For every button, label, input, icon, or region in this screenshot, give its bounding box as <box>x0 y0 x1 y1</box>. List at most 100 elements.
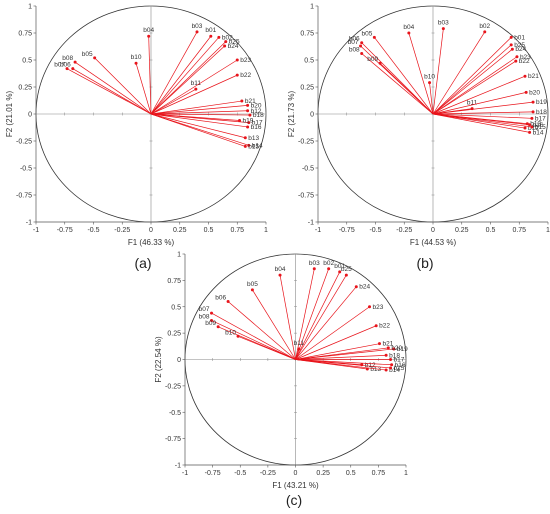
y-axis-title: F2 (21.01 %) <box>5 91 14 138</box>
loading-vector <box>150 41 226 115</box>
y-tick-label: -0.5 <box>302 166 314 173</box>
x-tick-label: -1 <box>33 227 39 234</box>
loading-vector <box>295 306 370 360</box>
loading-point <box>390 363 394 367</box>
loading-vector <box>295 325 377 360</box>
x-axis-title: F1 (44.53 %) <box>410 238 457 247</box>
loading-point <box>246 109 250 113</box>
loading-vector <box>295 359 391 369</box>
loading-point <box>250 288 254 292</box>
x-tick-label: 0 <box>149 227 153 234</box>
loading-label: b01 <box>334 263 345 270</box>
loading-label: b21 <box>528 73 539 80</box>
loading-label: b02 <box>479 23 490 30</box>
y-tick-label: 0.25 <box>300 85 314 92</box>
x-tick-label: -0.25 <box>396 227 412 234</box>
loading-point <box>389 366 393 370</box>
loading-label: b12 <box>528 125 539 132</box>
x-tick-label: 0.25 <box>455 227 469 234</box>
loading-point <box>240 99 244 103</box>
y-tick-label: -0.75 <box>16 193 32 200</box>
loading-label: b21 <box>382 341 393 348</box>
loading-label: b24 <box>515 46 526 53</box>
loading-label: b10 <box>424 74 435 81</box>
x-tick-label: -0.5 <box>87 227 99 234</box>
loading-point <box>384 353 388 357</box>
loading-point <box>392 347 396 351</box>
y-tick-label: -0.5 <box>20 166 32 173</box>
loading-point <box>147 34 151 38</box>
loading-label: b24 <box>228 43 239 50</box>
loading-label: b20 <box>251 102 262 109</box>
loading-point <box>528 130 532 134</box>
y-tick-label: -0.25 <box>298 139 314 146</box>
loading-label: b16 <box>251 124 262 131</box>
loading-vector <box>150 113 240 121</box>
loading-point <box>509 35 513 39</box>
y-tick-label: 0.75 <box>18 31 32 38</box>
loading-point <box>530 125 534 129</box>
loading-vector <box>150 113 246 147</box>
loading-vector <box>432 37 512 115</box>
loading-vector <box>66 68 152 115</box>
loading-label: b04 <box>403 24 414 31</box>
loading-vector <box>432 113 532 119</box>
loading-point <box>531 110 535 114</box>
loading-point <box>509 43 513 47</box>
loading-vector <box>432 56 518 115</box>
loading-label: b11 <box>294 340 305 347</box>
loading-vector <box>432 113 530 133</box>
loading-vector <box>295 354 387 360</box>
loading-label: b22 <box>519 58 530 65</box>
loading-label: b12 <box>365 362 376 369</box>
loading-vector <box>211 320 296 360</box>
loading-point <box>359 44 363 48</box>
loading-vector <box>432 111 534 115</box>
loading-point <box>238 118 242 122</box>
loading-point <box>235 58 239 62</box>
x-tick-label: 0.5 <box>346 470 356 477</box>
loading-vector <box>150 74 238 115</box>
loading-point <box>247 143 251 147</box>
loading-vector <box>211 312 296 360</box>
x-tick-label: 0.25 <box>316 470 330 477</box>
x-tick-label: -0.25 <box>260 470 276 477</box>
loading-label: b06 <box>60 62 71 69</box>
loading-point <box>514 59 518 63</box>
x-tick-label: 0.75 <box>512 227 526 234</box>
loading-label: b08 <box>199 313 210 320</box>
loading-point <box>217 35 221 39</box>
loading-vector <box>74 61 152 115</box>
loading-point <box>278 273 282 277</box>
loading-point <box>384 368 388 372</box>
panel-c: (c) -1 -0.75 -0.5 -0.25 0 0.25 0.5 0.75 1 -1 -0.75… <box>154 252 408 509</box>
loading-label: b11 <box>467 100 478 107</box>
loading-label: b05 <box>361 30 372 37</box>
loading-vector <box>408 32 434 115</box>
loading-vector <box>295 359 392 366</box>
loading-point <box>247 121 251 125</box>
x-tick-label: 0.5 <box>204 227 214 234</box>
loading-label: b10 <box>131 54 142 61</box>
y-axis-title: F2 (22.54 %) <box>154 336 163 383</box>
loading-point <box>243 144 247 148</box>
y-tick-label: 0.5 <box>171 304 181 311</box>
loading-point <box>407 31 411 35</box>
x-tick-label: -0.75 <box>205 470 221 477</box>
loading-point <box>528 123 532 127</box>
loading-vector <box>148 36 152 115</box>
panel-c-label: (c) <box>286 492 302 508</box>
loading-label: b23 <box>240 57 251 64</box>
loading-label: b19 <box>536 99 547 106</box>
loading-point <box>377 342 381 346</box>
loading-vector <box>150 113 250 116</box>
loading-label: b17 <box>252 120 263 127</box>
x-tick-label: -0.75 <box>57 227 73 234</box>
loading-label: b03 <box>438 20 449 27</box>
loading-label: b22 <box>240 72 251 79</box>
loading-vector <box>150 110 248 115</box>
loading-label: b10 <box>225 329 236 336</box>
loading-label: b02 <box>323 260 334 267</box>
loading-vector <box>295 268 329 360</box>
